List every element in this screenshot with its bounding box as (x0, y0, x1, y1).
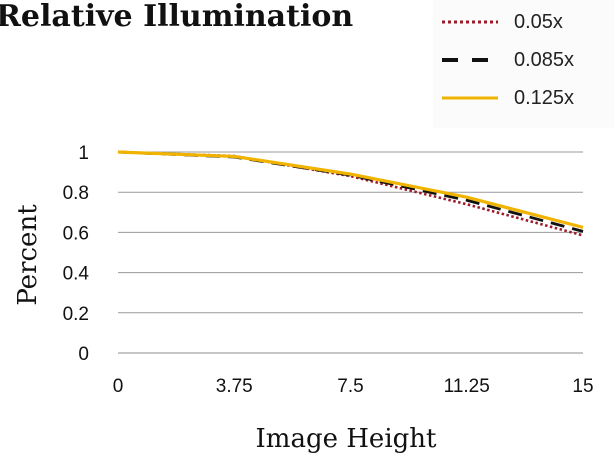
y-tick-label: 0 (78, 344, 89, 365)
y-tick-label: 0.6 (63, 223, 89, 244)
x-axis-title: Image Height (256, 424, 437, 454)
legend-box (433, 0, 614, 128)
y-axis-title: Percent (13, 204, 43, 306)
legend-label: 0.05x (514, 11, 563, 33)
legend-label: 0.085x (514, 49, 574, 71)
series-lines (117, 150, 584, 237)
series-line-0.05x (117, 150, 584, 237)
chart-title: Relative Illumination (0, 0, 353, 34)
y-tick-label: 1 (78, 143, 89, 164)
legend: 0.05x 0.085x 0.125x (433, 0, 614, 128)
y-tick-label: 0.2 (63, 304, 89, 325)
x-tick-label: 11.25 (444, 376, 490, 397)
x-tick-label: 0 (113, 376, 124, 397)
x-tick-label: 7.5 (337, 376, 363, 397)
y-tick-label: 0.4 (63, 264, 90, 285)
x-axis-ticks: 0 3.75 7.5 11.25 15 (113, 376, 594, 397)
x-tick-label: 3.75 (216, 376, 253, 397)
y-tick-label: 0.8 (63, 183, 89, 204)
y-axis-ticks: 0 0.2 0.4 0.6 0.8 1 (63, 143, 90, 365)
grid-lines (118, 151, 583, 354)
x-tick-label: 15 (572, 376, 593, 397)
series-line-0.085x (117, 150, 584, 233)
series-line-0.125x (117, 150, 584, 229)
legend-label: 0.125x (514, 87, 574, 109)
